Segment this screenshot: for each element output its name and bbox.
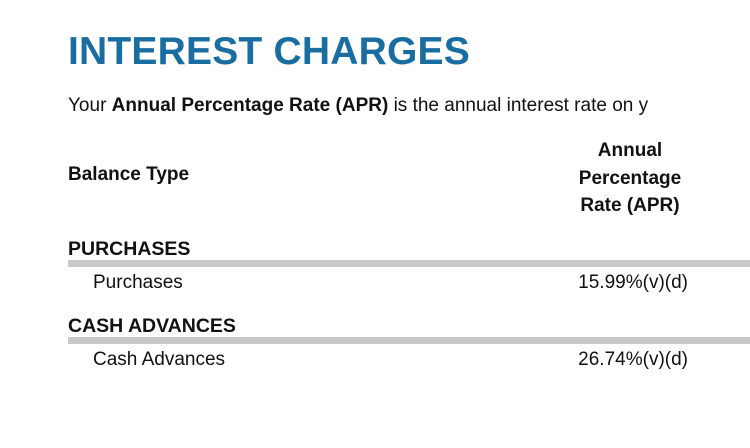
intro-prefix: Your (68, 95, 112, 116)
intro-suffix: is the annual interest rate on y (388, 95, 649, 116)
column-header-apr-line2: Percentage (578, 167, 682, 189)
page-title: INTEREST CHARGES (68, 30, 470, 73)
row-label-cash-advances: Cash Advances (93, 349, 226, 370)
column-header-apr-line1: Annual (597, 140, 663, 161)
section-heading-cash-advances: CASH ADVANCES (68, 315, 236, 337)
row-apr-cash-advances: 26.74%(v)(d) (578, 349, 688, 370)
section-heading-purchases: PURCHASES (68, 238, 191, 260)
column-header-balance-type: Balance Type (68, 164, 190, 185)
intro-apr-term: Annual Percentage Rate (APR) (111, 95, 389, 116)
row-apr-purchases: 15.99%(v)(d) (578, 272, 688, 293)
row-label-purchases: Purchases (93, 272, 183, 293)
column-header-apr-line3: Rate (APR) (580, 195, 680, 216)
section-divider (68, 337, 750, 344)
column-header-apr: Annual Percentage Rate (APR) (540, 137, 720, 220)
intro-paragraph: Your Annual Percentage Rate (APR) is the… (68, 95, 648, 117)
section-divider (68, 260, 750, 267)
